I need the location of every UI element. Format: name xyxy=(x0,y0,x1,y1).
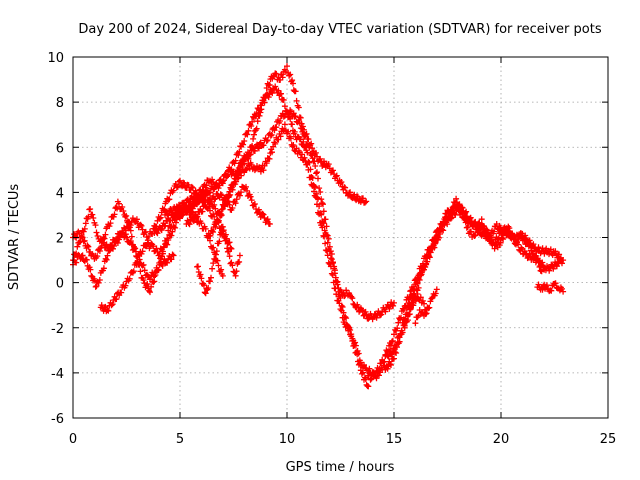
series-arc-10 xyxy=(365,204,564,380)
series-markers xyxy=(162,63,397,323)
series-markers xyxy=(365,204,564,380)
y-tick-label: 10 xyxy=(47,51,64,66)
series-arc-4 xyxy=(97,83,372,390)
series-arc-13 xyxy=(534,280,567,295)
series-arc-11 xyxy=(382,201,567,358)
y-tick-label: -2 xyxy=(51,322,64,337)
series-markers xyxy=(534,280,567,295)
chart-title: Day 200 of 2024, Sidereal Day-to-day VTE… xyxy=(78,22,601,37)
y-tick-label: 0 xyxy=(56,277,64,292)
x-tick-label: 5 xyxy=(176,432,184,447)
series-markers xyxy=(382,201,567,358)
y-tick-label: 4 xyxy=(56,186,64,201)
series-arc-7 xyxy=(183,183,273,228)
series-markers xyxy=(70,227,177,290)
axis-ticks: 0 5 10 15 20 25 -6 -4 -2 0 2 4 6 8 10 xyxy=(47,51,616,447)
series-markers xyxy=(183,183,273,228)
y-tick-label: 6 xyxy=(56,141,64,156)
x-axis-label: GPS time / hours xyxy=(286,460,395,475)
y-tick-label: -6 xyxy=(51,412,64,427)
y-tick-label: -4 xyxy=(51,367,64,382)
data-points xyxy=(70,63,567,390)
series-arc-12 xyxy=(401,195,545,331)
x-tick-label: 20 xyxy=(493,432,510,447)
series-arc-14 xyxy=(412,286,440,327)
series-markers xyxy=(412,286,440,327)
x-tick-label: 25 xyxy=(600,432,617,447)
series-markers xyxy=(194,223,243,297)
x-tick-label: 0 xyxy=(69,432,77,447)
series-markers xyxy=(401,195,545,331)
y-tick-label: 8 xyxy=(56,96,64,111)
series-markers xyxy=(97,83,372,390)
series-arc-3 xyxy=(70,227,177,290)
series-arc-5 xyxy=(162,63,397,323)
series-arc-8 xyxy=(194,223,243,297)
y-tick-label: 2 xyxy=(56,232,64,247)
x-tick-label: 15 xyxy=(386,432,403,447)
x-tick-label: 10 xyxy=(279,432,296,447)
y-axis-label: SDTVAR / TECUs xyxy=(7,184,22,291)
